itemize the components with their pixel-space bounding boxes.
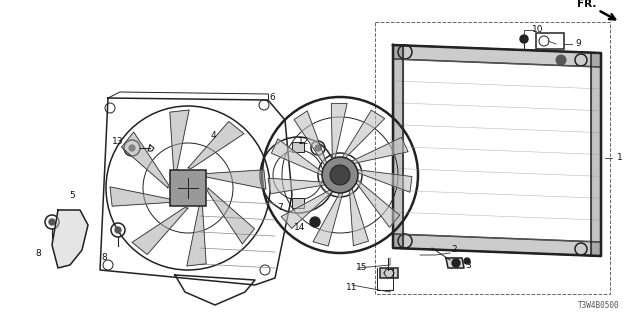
- Polygon shape: [122, 132, 168, 188]
- Polygon shape: [393, 234, 601, 256]
- Text: 11: 11: [346, 283, 358, 292]
- Polygon shape: [349, 184, 369, 246]
- Text: 2: 2: [451, 245, 457, 254]
- Bar: [292, 198, 304, 208]
- Circle shape: [49, 219, 55, 225]
- Circle shape: [115, 227, 121, 233]
- Polygon shape: [281, 188, 336, 228]
- Polygon shape: [393, 45, 403, 248]
- Text: 14: 14: [294, 223, 306, 233]
- Polygon shape: [170, 110, 189, 174]
- Bar: [292, 142, 304, 152]
- Text: 15: 15: [356, 263, 368, 273]
- Bar: [380, 268, 398, 278]
- Text: 3: 3: [465, 260, 471, 269]
- Polygon shape: [207, 188, 255, 244]
- Circle shape: [520, 35, 528, 43]
- Polygon shape: [446, 258, 464, 268]
- Polygon shape: [202, 170, 266, 189]
- Polygon shape: [332, 103, 347, 163]
- Circle shape: [464, 258, 470, 264]
- Polygon shape: [313, 188, 344, 246]
- Text: 6: 6: [269, 93, 275, 102]
- Circle shape: [129, 145, 135, 151]
- Text: 4: 4: [210, 132, 216, 140]
- Text: 13: 13: [112, 137, 124, 146]
- Text: 9: 9: [575, 39, 581, 49]
- Circle shape: [310, 217, 320, 227]
- Polygon shape: [110, 187, 174, 206]
- Bar: [375, 22, 610, 294]
- Text: 5: 5: [69, 191, 75, 201]
- Bar: [536, 33, 564, 49]
- Text: 12: 12: [298, 137, 310, 146]
- Text: FR.: FR.: [577, 0, 596, 9]
- Circle shape: [556, 55, 566, 65]
- Bar: [170, 170, 206, 206]
- Polygon shape: [393, 45, 601, 67]
- Polygon shape: [353, 169, 412, 192]
- Polygon shape: [340, 110, 385, 161]
- Circle shape: [315, 145, 321, 151]
- Polygon shape: [271, 139, 326, 177]
- Polygon shape: [348, 137, 408, 164]
- Text: 8: 8: [35, 249, 41, 258]
- Polygon shape: [52, 210, 88, 268]
- Circle shape: [322, 157, 358, 193]
- Polygon shape: [294, 111, 328, 169]
- Polygon shape: [188, 122, 244, 168]
- Circle shape: [452, 259, 460, 267]
- Text: 1: 1: [617, 154, 623, 163]
- Polygon shape: [591, 53, 601, 256]
- Text: 8: 8: [101, 253, 107, 262]
- Text: 7: 7: [277, 203, 283, 212]
- Polygon shape: [132, 208, 188, 254]
- Polygon shape: [187, 202, 206, 266]
- Text: 10: 10: [532, 26, 544, 35]
- Text: T3W4B0500: T3W4B0500: [579, 301, 620, 310]
- Polygon shape: [268, 178, 330, 194]
- Polygon shape: [353, 177, 400, 227]
- Circle shape: [330, 165, 350, 185]
